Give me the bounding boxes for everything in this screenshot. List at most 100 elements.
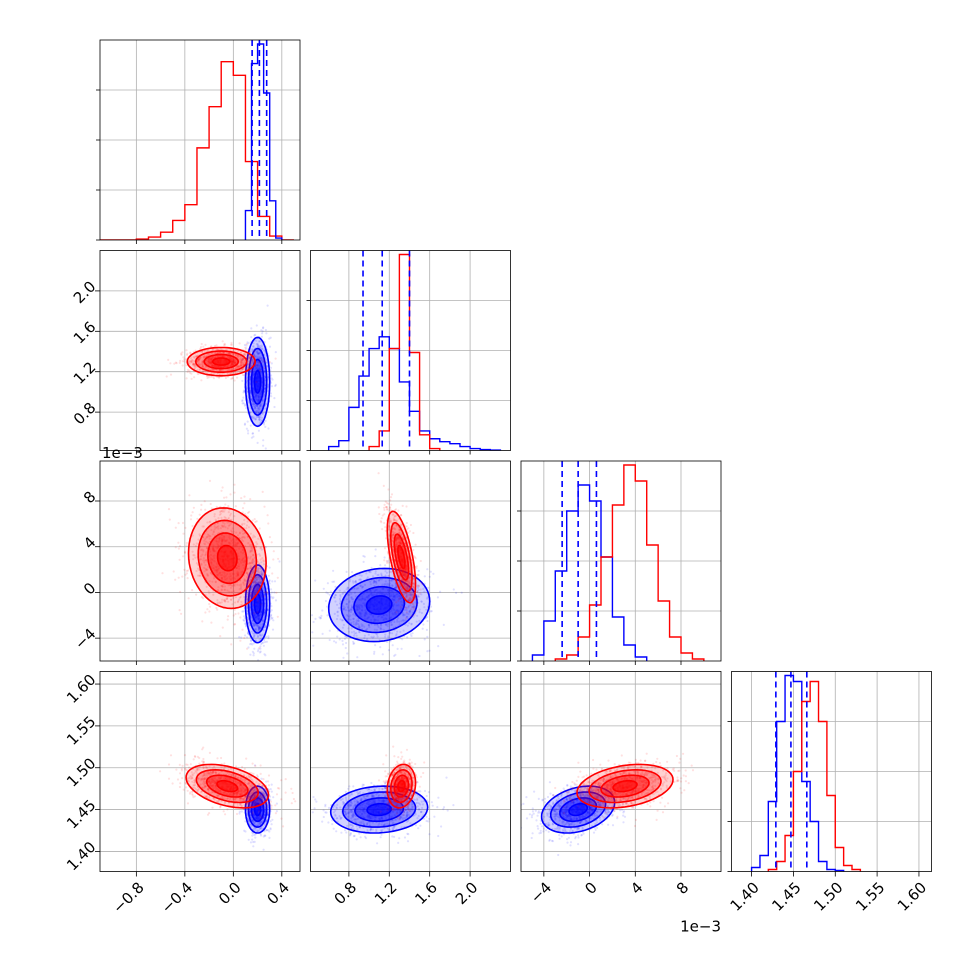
panel-frame (99, 460, 301, 662)
contour-series_a (253, 802, 262, 817)
histogram-panel-p1 (306, 250, 511, 451)
contour-series_b (393, 533, 410, 581)
y-tick-label: 1.2 (70, 358, 100, 388)
contour-series_b (194, 350, 248, 373)
histogram-series_b (368, 253, 441, 451)
contour-series_b (216, 544, 238, 572)
x-tick-label: 8 (673, 878, 692, 897)
contour-series_b (393, 774, 410, 798)
panel-frame (99, 250, 301, 451)
contour-series_a (253, 593, 262, 615)
density-fill-series_b (613, 780, 637, 792)
contour-series_a (549, 791, 607, 828)
x-tick-label: −0.4 (158, 878, 196, 916)
x-tick-label: 1.60 (894, 878, 930, 914)
y-tick-label: 0 (80, 579, 99, 598)
x-tick-label: 0.8 (331, 878, 361, 908)
panel-frame (310, 460, 511, 662)
y-tick-label: 8 (80, 488, 99, 507)
scatter-panel-p0-p3 (99, 671, 301, 872)
panel-frame (310, 671, 511, 872)
y-tick-label: 2.0 (70, 277, 100, 307)
histogram-panel-p0 (96, 39, 301, 241)
scatter-panel-p0-p2 (99, 460, 301, 662)
histogram-series_b (767, 680, 862, 872)
scatter-panel-p0-p2-plot-area (100, 461, 300, 661)
density-fill-series_a (366, 595, 392, 615)
density-fill-series_b (397, 780, 405, 792)
scatter-panel-p2-p3-plot-area (521, 671, 721, 872)
histogram-panel-p2 (517, 460, 722, 662)
contour-series_b (205, 774, 249, 798)
scatter-points-series_a (310, 548, 463, 659)
histogram-panel-p3 (727, 671, 932, 872)
scatter-panel-p0-p1 (99, 250, 301, 451)
density-fill-series_b (212, 358, 230, 366)
density-fill-series_a (254, 370, 261, 393)
scatter-panel-p1-p3 (310, 671, 511, 872)
contour-series_a (250, 358, 265, 405)
contour-series_b (386, 763, 417, 809)
histogram-panel-p0-plot-area (100, 40, 300, 240)
y-tick-label: 4 (80, 533, 99, 552)
y-tick-label: 1.40 (63, 838, 99, 874)
scatter-panel-p0-p1-plot-area (100, 250, 300, 451)
contour-series_b (390, 768, 413, 804)
x-tick-label: 1.50 (810, 878, 846, 914)
contour-series_b (588, 768, 662, 804)
y-tick-label: 1.60 (63, 671, 99, 707)
density-fill-series_a (569, 803, 588, 816)
x-tick-label: −0.8 (109, 878, 147, 916)
y-tick-label: 1.6 (70, 318, 100, 348)
contour-series_b (386, 510, 417, 604)
contour-series_b (207, 532, 248, 585)
x-tick-label: 1.6 (411, 878, 441, 908)
scatter-panel-p1-p3-plot-area (310, 671, 511, 872)
x-tick-label: 1.45 (768, 878, 804, 914)
contour-series_b (211, 357, 231, 366)
contour-series_b (186, 346, 257, 377)
y-tick-label: 0.8 (70, 399, 100, 429)
contour-series_a (247, 791, 268, 828)
contour-series_a (247, 347, 268, 416)
scatter-panel-p0-p3-plot-area (100, 671, 300, 872)
histogram-series_a (327, 336, 502, 451)
x-tick-label: 0 (581, 878, 600, 897)
contour-series_a (253, 369, 262, 394)
contour-series_a (250, 583, 265, 625)
density-fill-series_b (217, 545, 237, 571)
y-tick-label: 1.45 (63, 796, 99, 832)
contour-series_a (340, 576, 418, 634)
contour-series_b (203, 353, 240, 370)
scatter-points-series_a (521, 774, 635, 857)
histogram-series_a (750, 674, 845, 872)
contour-series_b (576, 763, 674, 809)
x-tick-label: 0.0 (215, 878, 245, 908)
contour-series_b (185, 763, 270, 809)
axis-offset-label: 1e−3 (102, 444, 143, 462)
histogram-series_a (531, 484, 648, 661)
x-tick-label: 2.0 (452, 878, 482, 908)
contour-series_b (397, 779, 406, 793)
contour-series_a (559, 797, 598, 823)
contour-series_a (244, 564, 271, 644)
contour-series_a (250, 797, 265, 823)
contour-series_b (600, 774, 650, 798)
scatter-panel-p1-p2-plot-area (310, 461, 511, 661)
contour-series_a (327, 567, 431, 643)
contour-series_a (354, 797, 405, 823)
x-tick-label: −4 (527, 878, 555, 906)
y-tick-label: −4 (71, 625, 99, 653)
density-fill-series_a (254, 594, 261, 614)
density-fill-series_a (367, 803, 392, 816)
contour-series_a (244, 785, 271, 834)
histogram-panel-p1-plot-area (310, 250, 511, 451)
x-tick-label: 1.2 (371, 878, 401, 908)
scatter-panel-p1-p2 (310, 460, 511, 662)
panel-frame (99, 671, 301, 872)
histogram-panel-p2-plot-area (521, 461, 721, 661)
density-fill-series_b (397, 545, 405, 569)
contour-series_a (568, 802, 589, 817)
x-tick-label: 1.55 (852, 878, 888, 914)
